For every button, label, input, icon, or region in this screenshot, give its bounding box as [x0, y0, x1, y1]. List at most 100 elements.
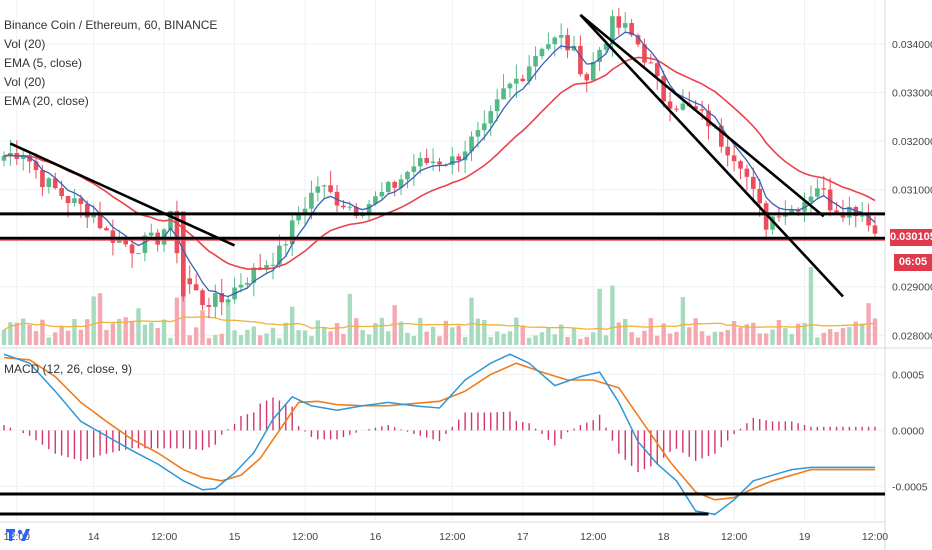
candle-body — [738, 161, 743, 169]
volume-bar — [776, 319, 782, 345]
candle-body — [616, 16, 622, 28]
volume-bar — [546, 327, 551, 345]
candle-body — [847, 206, 852, 218]
volume-bar — [629, 332, 634, 345]
candle-body — [245, 282, 250, 285]
candle-body — [558, 35, 564, 38]
volume-bar — [424, 331, 429, 345]
volume-bar — [328, 331, 333, 345]
candle-body — [629, 23, 634, 36]
price-tick-label: 0.028000 — [892, 330, 932, 342]
legend-ema-20[interactable]: EMA (20, close) — [4, 94, 89, 108]
candle-body — [751, 176, 756, 189]
volume-bar — [206, 338, 212, 345]
candle-body — [789, 209, 795, 213]
volume-bar — [744, 324, 750, 345]
candle-body — [597, 49, 602, 62]
candle-body — [33, 161, 39, 171]
volume-bar — [373, 323, 378, 345]
volume-bar — [155, 327, 160, 345]
volume-bar — [27, 324, 32, 345]
volume-bar — [322, 327, 327, 345]
indicator-legend: Binance Coin / Ethereum, 60, BINANCE Vol… — [4, 16, 217, 111]
volume-bar — [706, 335, 711, 345]
volume-bar — [129, 320, 135, 345]
candle-body — [680, 103, 686, 110]
volume-bar — [72, 319, 77, 345]
candle-body — [770, 216, 775, 230]
chart-title: Binance Coin / Ethereum, 60, BINANCE — [4, 18, 218, 32]
candle-body — [674, 108, 679, 110]
volume-bar — [687, 327, 692, 345]
candle-body — [392, 181, 397, 188]
volume-bar — [648, 318, 654, 345]
trendline — [9, 142, 236, 247]
candle-body — [661, 76, 666, 102]
volume-bar — [430, 326, 436, 345]
candle-body — [603, 43, 609, 50]
volume-bar — [456, 325, 461, 345]
candle-body — [379, 191, 385, 197]
volume-bar — [181, 275, 186, 345]
volume-bar — [386, 331, 391, 345]
volume-bar — [398, 321, 404, 345]
volume-bar — [347, 293, 353, 345]
candle-body — [174, 211, 180, 254]
macd-legend[interactable]: MACD (12, 26, close, 9) — [4, 362, 133, 376]
legend-vol-2[interactable]: Vol (20) — [4, 75, 46, 89]
volume-bar — [591, 332, 596, 345]
volume-bar — [623, 318, 628, 345]
candle-body — [289, 220, 295, 245]
candle-body — [129, 244, 135, 254]
candle-body — [482, 123, 487, 131]
time-tick-label: 17 — [517, 531, 529, 543]
trendline — [579, 13, 844, 298]
time-tick-label: 12:00 — [292, 531, 318, 543]
volume-bar — [847, 326, 852, 345]
candle-body — [277, 245, 282, 265]
volume-bar — [610, 285, 615, 345]
volume-bar — [264, 333, 269, 345]
candle-body — [872, 225, 878, 234]
candle-body — [206, 305, 212, 307]
legend-vol-1[interactable]: Vol (20) — [4, 37, 46, 51]
legend-ema-5[interactable]: EMA (5, close) — [4, 56, 83, 70]
volume-bar — [8, 322, 13, 345]
volume-bar — [200, 310, 205, 345]
candle-body — [20, 155, 26, 159]
time-tick-label: 16 — [370, 531, 382, 543]
volume-bar — [270, 327, 276, 345]
candle-body — [654, 63, 660, 77]
volume-bar — [213, 334, 218, 345]
volume-bar — [53, 332, 58, 345]
volume-bar — [443, 320, 449, 345]
last-price-tag: 0.030105 — [890, 229, 932, 246]
candle-body — [763, 203, 769, 230]
volume-bar — [725, 329, 730, 345]
support-lines — [0, 212, 885, 241]
volume-bar — [827, 329, 833, 345]
volume-bar — [411, 336, 417, 345]
candle-body — [744, 168, 750, 177]
candle-body — [821, 188, 827, 190]
volume-bar — [392, 305, 397, 345]
candle-body — [296, 214, 301, 221]
volume-bar — [110, 323, 116, 345]
time-tick-label: 12:00 — [862, 531, 888, 543]
candle-body — [578, 45, 583, 75]
candle-body — [853, 206, 859, 217]
volume-bar — [245, 329, 250, 345]
candle-body — [84, 203, 90, 218]
volume-bar — [97, 293, 103, 345]
volume-bar — [655, 335, 660, 345]
volume-bar — [283, 322, 288, 345]
candle-body — [251, 267, 257, 283]
volume-bar — [257, 335, 263, 345]
candle-body — [584, 74, 590, 81]
candle-body — [91, 213, 96, 218]
candle-body — [417, 157, 423, 167]
volume-bar — [309, 336, 314, 345]
volume-bar — [674, 331, 679, 345]
volume-bar — [872, 318, 878, 345]
